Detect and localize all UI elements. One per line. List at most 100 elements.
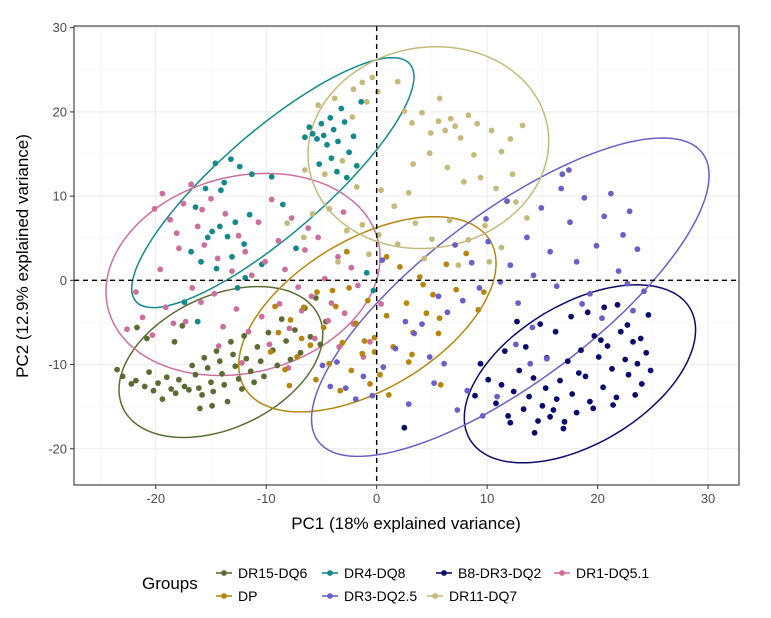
point-b8-dr3-dq2 bbox=[625, 371, 632, 378]
point-dr11-dq7 bbox=[302, 167, 308, 173]
point-b8-dr3-dq2 bbox=[624, 322, 631, 328]
point-b8-dr3-dq2 bbox=[613, 394, 620, 401]
point-dr15-dq6 bbox=[210, 388, 217, 395]
point-dr4-dq8 bbox=[306, 124, 313, 130]
point-b8-dr3-dq2 bbox=[587, 398, 593, 405]
point-dp bbox=[275, 329, 282, 336]
point-dr1-dq5-1 bbox=[336, 344, 342, 350]
point-dp bbox=[313, 376, 319, 383]
point-dr4-dq8 bbox=[218, 187, 224, 194]
point-dr1-dq5-1 bbox=[182, 318, 189, 325]
point-dr15-dq6 bbox=[141, 383, 148, 390]
point-dr15-dq6 bbox=[261, 373, 267, 380]
point-dr3-dq2-5 bbox=[515, 300, 521, 306]
legend-label: DR1-DQ5.1 bbox=[576, 565, 649, 581]
point-dr1-dq5-1 bbox=[220, 323, 227, 330]
point-dr15-dq6 bbox=[213, 348, 220, 354]
ellipse-dr3-dq2-5 bbox=[310, 137, 710, 458]
point-dp bbox=[339, 339, 346, 346]
y-tick-label: -10 bbox=[48, 357, 67, 372]
point-dr11-dq7 bbox=[374, 88, 381, 95]
point-dp bbox=[377, 371, 383, 378]
point-dr3-dq2-5 bbox=[454, 407, 461, 413]
point-dr3-dq2-5 bbox=[464, 387, 471, 394]
point-dr4-dq8 bbox=[241, 241, 248, 248]
point-dr11-dq7 bbox=[498, 148, 505, 155]
point-dr3-dq2-5 bbox=[392, 345, 399, 352]
point-b8-dr3-dq2 bbox=[637, 335, 644, 342]
point-dr1-dq5-1 bbox=[239, 360, 245, 366]
point-dr4-dq8 bbox=[358, 98, 365, 105]
y-axis-ticks: -20 -10 0 10 20 30 bbox=[48, 20, 74, 456]
y-tick-label: -20 bbox=[48, 441, 67, 456]
point-dr3-dq2-5 bbox=[441, 360, 447, 367]
point-dr11-dq7 bbox=[412, 220, 419, 227]
point-b8-dr3-dq2 bbox=[645, 312, 652, 318]
point-dr3-dq2-5 bbox=[483, 216, 489, 222]
point-dr1-dq5-1 bbox=[348, 264, 355, 271]
point-b8-dr3-dq2 bbox=[591, 333, 598, 339]
point-b8-dr3-dq2 bbox=[539, 402, 546, 409]
point-b8-dr3-dq2 bbox=[510, 388, 517, 395]
point-dr3-dq2-5 bbox=[459, 297, 466, 304]
ellipse-dp bbox=[237, 215, 497, 413]
point-dr15-dq6 bbox=[181, 383, 188, 390]
point-dr1-dq5-1 bbox=[341, 310, 348, 317]
legend-label: DP bbox=[238, 588, 257, 604]
point-b8-dr3-dq2 bbox=[578, 347, 584, 354]
point-dp bbox=[326, 360, 333, 367]
point-dr11-dq7 bbox=[482, 222, 488, 229]
point-dr1-dq5-1 bbox=[229, 268, 235, 274]
point-dr15-dq6 bbox=[247, 368, 254, 375]
point-dp bbox=[436, 315, 443, 322]
point-dr4-dq8 bbox=[224, 233, 231, 240]
confidence-ellipses bbox=[105, 45, 710, 464]
point-dr3-dq2-5 bbox=[507, 262, 514, 269]
point-dr11-dq7 bbox=[410, 161, 416, 168]
point-b8-dr3-dq2 bbox=[547, 413, 553, 420]
point-dr1-dq5-1 bbox=[302, 247, 308, 253]
point-dr4-dq8 bbox=[341, 119, 348, 125]
point-b8-dr3-dq2 bbox=[584, 309, 591, 316]
point-b8-dr3-dq2 bbox=[598, 337, 604, 343]
point-dp bbox=[337, 387, 344, 394]
point-dr3-dq2-5 bbox=[581, 194, 588, 201]
point-dr3-dq2-5 bbox=[379, 257, 386, 263]
point-dr3-dq2-5 bbox=[567, 219, 573, 226]
point-dr4-dq8 bbox=[194, 318, 201, 325]
point-dr4-dq8 bbox=[209, 228, 216, 235]
point-dp bbox=[371, 349, 378, 355]
point-dr3-dq2-5 bbox=[494, 393, 500, 400]
point-dr15-dq6 bbox=[241, 333, 248, 339]
y-tick-label: 30 bbox=[53, 20, 67, 35]
point-dr11-dq7 bbox=[309, 210, 316, 217]
point-dr15-dq6 bbox=[317, 341, 324, 348]
point-b8-dr3-dq2 bbox=[604, 343, 611, 349]
point-b8-dr3-dq2 bbox=[630, 338, 636, 345]
point-dp bbox=[383, 312, 390, 319]
point-dr3-dq2-5 bbox=[579, 301, 585, 307]
point-b8-dr3-dq2 bbox=[552, 328, 559, 335]
point-dr15-dq6 bbox=[239, 386, 245, 392]
ellipse-b8-dr3-dq2 bbox=[463, 284, 697, 464]
point-dr1-dq5-1 bbox=[198, 299, 204, 306]
point-dp bbox=[405, 359, 412, 365]
point-b8-dr3-dq2 bbox=[501, 348, 508, 354]
ellipse-dr11-dq7 bbox=[307, 45, 550, 250]
point-dr15-dq6 bbox=[168, 386, 175, 392]
point-dr4-dq8 bbox=[188, 248, 195, 255]
point-dr11-dq7 bbox=[349, 114, 356, 120]
point-dr11-dq7 bbox=[461, 178, 467, 185]
point-dr4-dq8 bbox=[204, 234, 211, 241]
point-dr3-dq2-5 bbox=[573, 258, 580, 265]
point-dr3-dq2-5 bbox=[608, 190, 614, 197]
x-tick-label: 30 bbox=[701, 491, 715, 506]
point-dr3-dq2-5 bbox=[601, 213, 608, 220]
point-dr11-dq7 bbox=[465, 112, 472, 119]
point-dr1-dq5-1 bbox=[176, 245, 182, 252]
point-dr3-dq2-5 bbox=[524, 234, 530, 241]
point-dr11-dq7 bbox=[350, 86, 357, 93]
point-dr4-dq8 bbox=[232, 219, 239, 226]
x-axis-ticks: -20 -10 0 10 20 30 bbox=[146, 485, 715, 506]
point-dr11-dq7 bbox=[394, 78, 401, 85]
